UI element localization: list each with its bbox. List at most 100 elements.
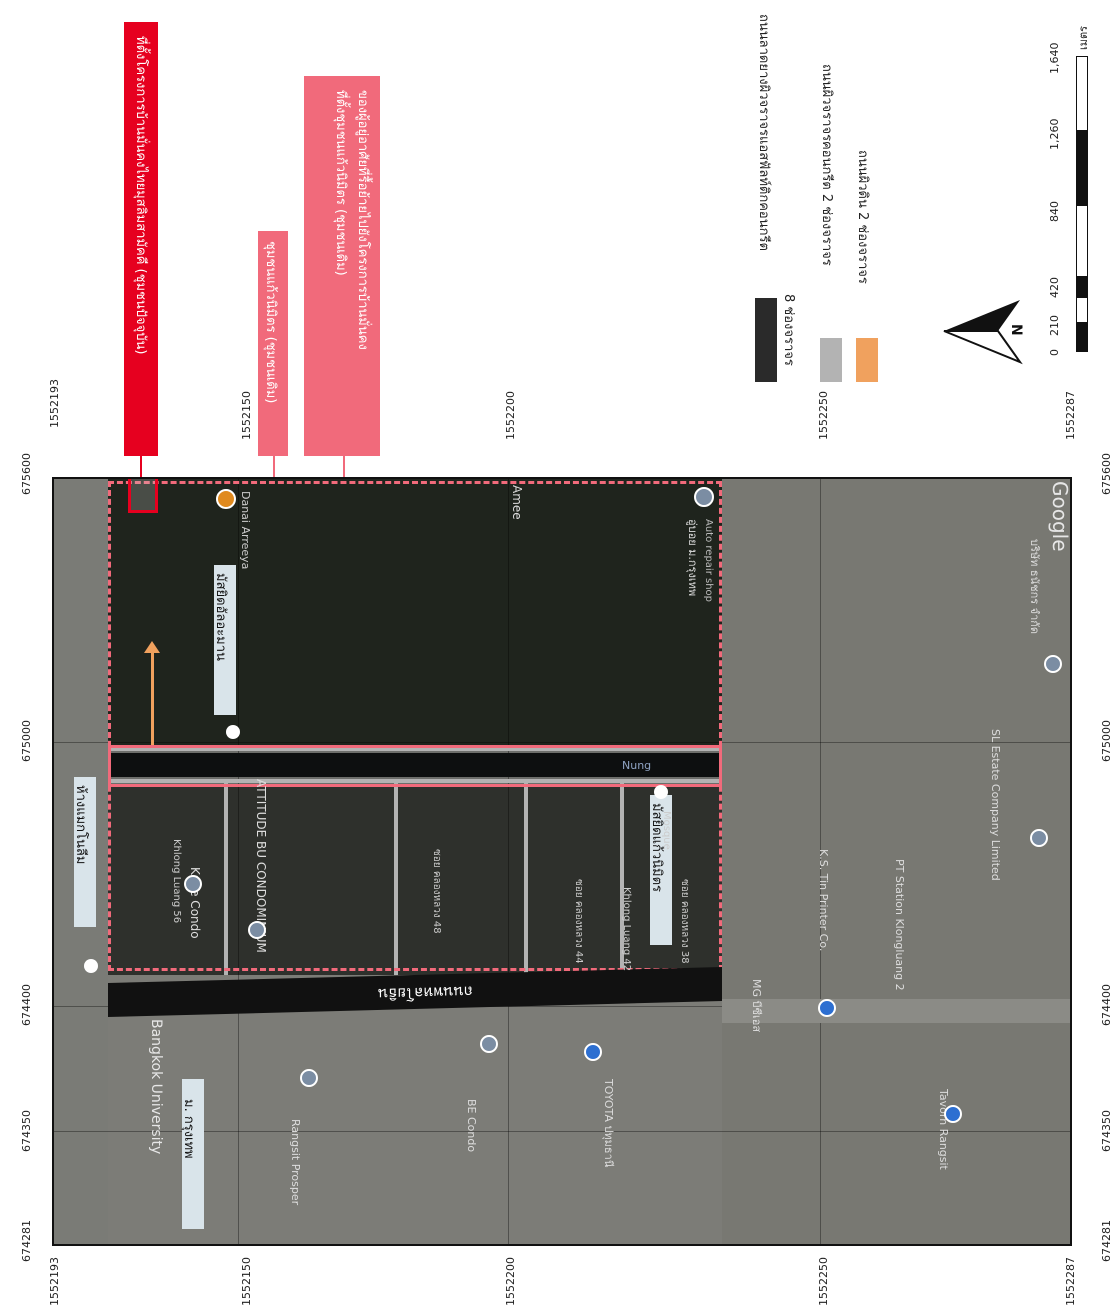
google-watermark: Google xyxy=(1048,481,1072,552)
legend-asphalt-line1: ถนนลาดยางผิวจราจรแอสฟัลท์ติกคอนกรีต xyxy=(756,14,771,251)
legend-swatch-concrete xyxy=(820,338,842,382)
place-pin-icon[interactable] xyxy=(226,725,240,739)
canal-label: Nung xyxy=(622,759,652,772)
map-place-label: SL Estate Company Limited xyxy=(989,729,1002,881)
scale-segment xyxy=(1076,130,1088,206)
map-place-label: K.S. Tin Printer Co. xyxy=(817,849,830,952)
label-box: ม. กรุงเทพ xyxy=(181,1079,204,1229)
bottom-tick-label: 1552150 xyxy=(240,1257,253,1306)
scale-label: 1,260 xyxy=(1048,118,1061,151)
map-place-label: Bangkok University xyxy=(148,1019,164,1155)
north-arrow-letter: N xyxy=(1008,324,1024,336)
right-tick-label: 674400 xyxy=(1100,984,1113,1026)
univ-label: ม. กรุงเทพ xyxy=(181,1099,196,1159)
map-frame[interactable]: Nung ถนนพหลโยธิน มัสยิดอัลอะมาน ห้างแมกโ… xyxy=(52,477,1072,1246)
right-tick-label: 674281 xyxy=(1100,1220,1113,1262)
map-place-label: Khlong Luang 56 xyxy=(171,839,182,924)
map-place-label: ซอย คลองหลวง 44 xyxy=(573,879,584,964)
map-place-label: TOYOTA ปทุมธานี xyxy=(602,1079,615,1168)
left-tick-label: 674350 xyxy=(20,1110,33,1152)
callout-original-box: ชุมชนแก้วนิมิตร (ชุมชนเดิม) xyxy=(258,231,288,456)
callout-relocation-box: ที่ตั้งชุมชนแก้วนิมิตร (ชุมชนเดิม) ของผู… xyxy=(304,76,380,456)
concrete-road xyxy=(108,779,722,783)
place-pin-icon[interactable] xyxy=(694,487,714,507)
top-tick-label: 1552150 xyxy=(240,391,253,440)
grid-line xyxy=(508,479,509,1244)
map-place-label: Rangsit Prosper xyxy=(289,1119,302,1206)
map-place-label: Amee xyxy=(510,485,524,520)
top-tick-label: 1552250 xyxy=(817,391,830,440)
scale-label: 840 xyxy=(1048,201,1061,222)
map-place-label: บริษัท ธนัชกร จำกัด xyxy=(1028,539,1041,635)
store-pin-icon[interactable] xyxy=(944,1105,962,1123)
label-box: ห้างแมกโนลีม xyxy=(73,777,96,927)
bottom-tick-label: 1552200 xyxy=(504,1257,517,1306)
grid-line xyxy=(54,1006,1070,1007)
highway-outside xyxy=(722,999,1070,1023)
map-place-label: Tavorn Rangsit xyxy=(937,1089,950,1170)
map-place-label: PT Station Klongluang 2 xyxy=(893,859,906,991)
study-area-boundary xyxy=(108,481,722,971)
left-tick-label: 675600 xyxy=(20,453,33,495)
scale-label: 1,640 xyxy=(1048,42,1061,75)
label-box: มัสยิดอัลอะมาน xyxy=(213,565,236,715)
map-area-outside xyxy=(722,479,1070,1244)
map-place-label: Mosque xyxy=(661,811,672,850)
highway-label: ถนนพหลโยธิน xyxy=(378,982,473,1003)
grid-line xyxy=(54,742,1070,743)
label-box: มัสยิดแก้วนิมิตร xyxy=(649,795,672,945)
callout-project-leader xyxy=(140,456,142,480)
legend-swatch-asphalt xyxy=(755,298,777,382)
top-tick-label: 1552200 xyxy=(504,391,517,440)
mosque-pin-icon[interactable] xyxy=(654,785,668,799)
concrete-road xyxy=(524,783,528,975)
scale-unit: เมตร xyxy=(1077,25,1090,50)
callout-relocation-line1: ที่ตั้งชุมชนแก้วนิมิตร (ชุมชนเดิม) xyxy=(333,90,348,276)
map-place-label: ซอย คลองหลวง 38 xyxy=(679,879,690,964)
legend-concrete-text: ถนนผิวจราจรคอนกรีต 2 ช่องจราจร xyxy=(819,64,834,266)
bottom-tick-label: 1552193 xyxy=(48,1257,61,1306)
place-pin-icon[interactable] xyxy=(248,921,266,939)
mall-label: ห้างแมกโนลีม xyxy=(73,785,88,865)
map-place-label: Auto repair shop xyxy=(703,519,714,602)
map-place-label: Khlong Luang 42 xyxy=(621,887,632,972)
top-tick-label: 1552287 xyxy=(1064,391,1077,440)
scale-segment xyxy=(1076,276,1088,298)
canal-road xyxy=(108,753,722,777)
legend-asphalt-line2: 8 ช่องจราจร xyxy=(781,294,796,366)
top-tick-label: 1552193 xyxy=(48,379,61,428)
concrete-road xyxy=(108,747,722,751)
callout-project-box: ที่ตั้งโครงการบ้านมั่นคงไทยมุสลิมสามัคคี… xyxy=(124,22,158,456)
scale-label: 420 xyxy=(1048,277,1061,298)
place-pin-icon[interactable] xyxy=(480,1035,498,1053)
scale-label: 210 xyxy=(1048,315,1061,336)
grid-line xyxy=(54,1131,1070,1132)
map-place-label: MG บีซีเอส xyxy=(750,979,763,1033)
restaurant-pin-icon[interactable] xyxy=(216,489,236,509)
callout-original-leader xyxy=(273,456,275,480)
grid-line xyxy=(820,479,821,1244)
legend-swatch-dirt xyxy=(856,338,878,382)
scale-segment xyxy=(1076,322,1088,352)
map-place-label: Danai Arreeya xyxy=(239,491,252,570)
study-area-south xyxy=(108,785,722,975)
place-pin-icon[interactable] xyxy=(84,959,98,973)
dirt-road xyxy=(151,647,154,747)
left-tick-label: 674400 xyxy=(20,984,33,1026)
mosque-top-label: มัสยิดอัลอะมาน xyxy=(213,573,228,661)
map-place-label: ซอย คลองหลวง 48 xyxy=(431,849,442,934)
relocation-frame xyxy=(108,745,722,787)
study-area-north xyxy=(108,479,722,749)
right-tick-label: 675000 xyxy=(1100,720,1113,762)
grid-line xyxy=(238,479,239,1244)
concrete-road xyxy=(224,783,228,975)
store-pin-icon[interactable] xyxy=(584,1043,602,1061)
place-pin-icon[interactable] xyxy=(300,1069,318,1087)
place-pin-icon[interactable] xyxy=(1044,655,1062,673)
place-pin-icon[interactable] xyxy=(1030,829,1048,847)
map-place-label: อู่บอย ม.กรุงเทพ xyxy=(686,519,699,597)
store-pin-icon[interactable] xyxy=(818,999,836,1017)
place-pin-icon[interactable] xyxy=(184,875,202,893)
right-tick-label: 674350 xyxy=(1100,1110,1113,1152)
right-tick-label: 675600 xyxy=(1100,453,1113,495)
